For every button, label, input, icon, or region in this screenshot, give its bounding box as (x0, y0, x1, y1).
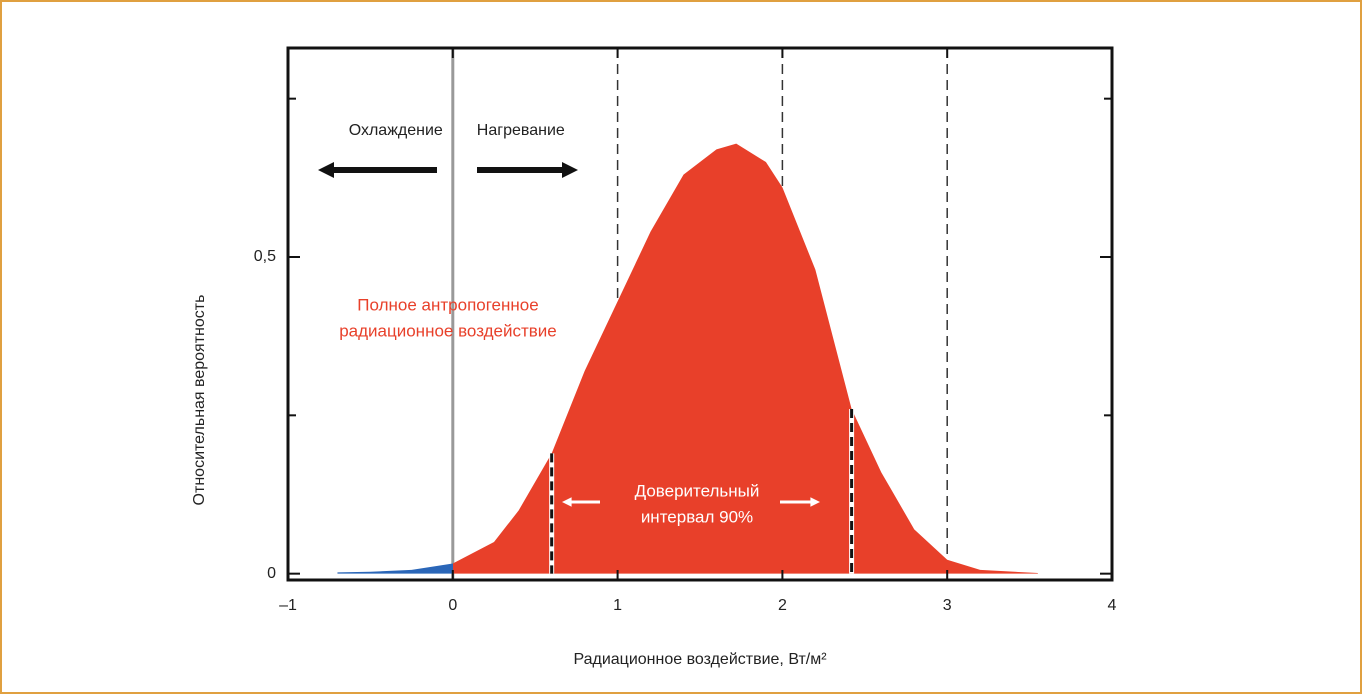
arrow-head (318, 162, 334, 178)
density-area (337, 143, 1038, 574)
x-tick-label: –1 (279, 597, 297, 614)
arrows (318, 162, 578, 178)
x-tick-label: 3 (943, 597, 952, 614)
arrow-head (810, 497, 820, 507)
plot-frame (286, 46, 1114, 582)
annotation: Охлаждение (349, 122, 443, 139)
annotation: Полное антропогенное (357, 295, 538, 314)
x-axis-label: Радиационное воздействие, Вт/м² (573, 651, 827, 668)
annotation: радиационное воздействие (339, 321, 557, 340)
annotation: Доверительный (635, 481, 760, 500)
annotation: интервал 90% (641, 507, 753, 526)
x-tick-label: 2 (778, 597, 787, 614)
arrow-head (562, 162, 578, 178)
x-tick-label: 0 (448, 597, 457, 614)
y-axis-label: Относительная вероятность (191, 295, 208, 506)
arrow-head (562, 497, 572, 507)
y-tick-label: 0,5 (254, 248, 276, 265)
x-tick-label: 4 (1108, 597, 1117, 614)
y-tick-label: 0 (267, 565, 276, 582)
x-tick-label: 1 (613, 597, 622, 614)
arrows (562, 497, 820, 507)
annotation: Нагревание (477, 122, 565, 139)
